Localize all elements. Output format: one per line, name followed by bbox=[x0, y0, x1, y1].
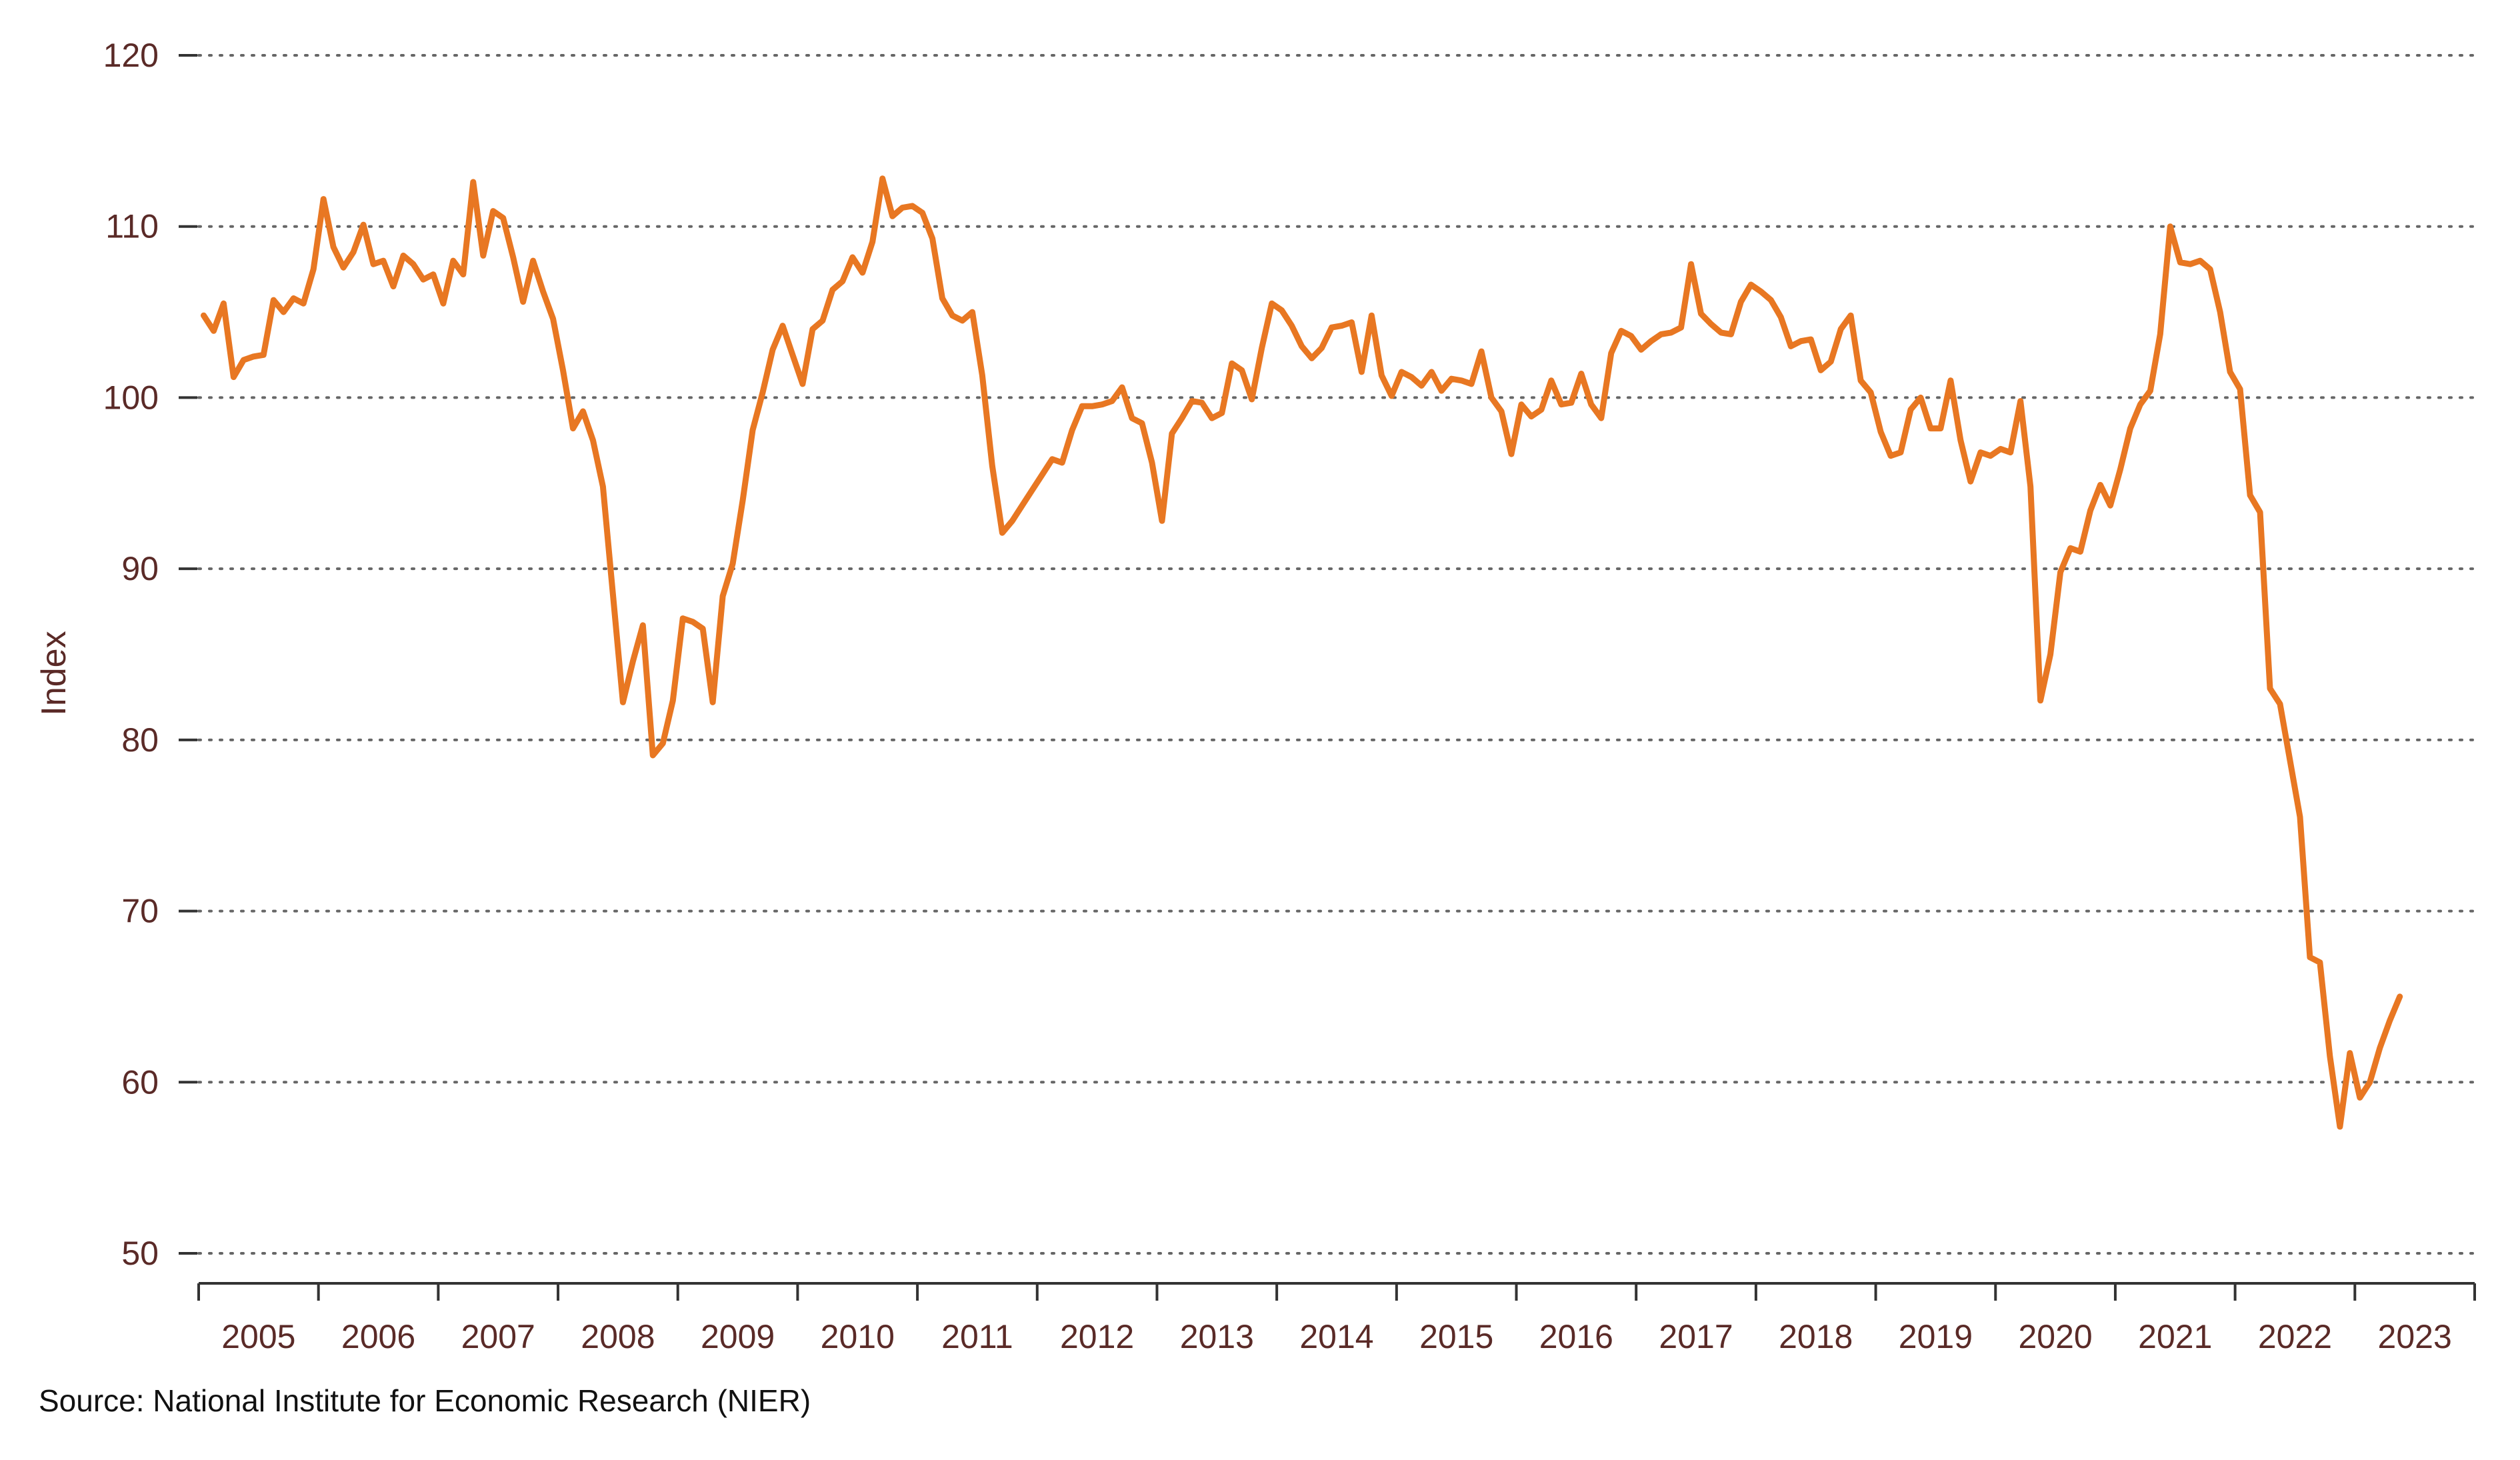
series-line bbox=[201, 175, 2403, 1130]
x-tick-label: 2007 bbox=[461, 1318, 535, 1355]
x-tick-label: 2017 bbox=[1659, 1318, 1733, 1355]
x-tick-label: 2019 bbox=[1899, 1318, 1973, 1355]
y-gridlines bbox=[197, 54, 2476, 1255]
x-tick-label: 2014 bbox=[1299, 1318, 1373, 1355]
y-tick-label: 50 bbox=[121, 1235, 159, 1272]
source-note: Source: National Institute for Economic … bbox=[39, 1383, 811, 1418]
x-tick-label: 2013 bbox=[1180, 1318, 1254, 1355]
y-axis-title: Index bbox=[35, 631, 73, 715]
y-tick-label: 90 bbox=[121, 550, 159, 587]
y-tick-label: 100 bbox=[103, 379, 159, 416]
x-tick-label: 2010 bbox=[821, 1318, 895, 1355]
x-tick-label: 2008 bbox=[581, 1318, 655, 1355]
x-tick-label: 2006 bbox=[341, 1318, 415, 1355]
x-tick-label: 2018 bbox=[1779, 1318, 1853, 1355]
x-tick-label: 2021 bbox=[2138, 1318, 2212, 1355]
x-tick-label: 2015 bbox=[1419, 1318, 1493, 1355]
y-tick-label: 110 bbox=[105, 208, 159, 245]
x-tick-label: 2011 bbox=[941, 1318, 1013, 1355]
x-tick-label: 2022 bbox=[2258, 1318, 2332, 1355]
x-tick-label: 2016 bbox=[1539, 1318, 1613, 1355]
y-tick-label: 120 bbox=[103, 37, 159, 74]
y-tick-label: 70 bbox=[121, 893, 159, 930]
x-tick-label: 2005 bbox=[221, 1318, 295, 1355]
x-tick-label: 2020 bbox=[2018, 1318, 2092, 1355]
y-tick-label: 80 bbox=[121, 721, 159, 759]
x-tick-label: 2023 bbox=[2378, 1318, 2452, 1355]
series-group bbox=[201, 175, 2403, 1130]
x-axis: 2005 2006 2007 2008 2009 2010 2011 2012 2013 2014… bbox=[197, 1282, 2476, 1355]
y-tick-label: 60 bbox=[121, 1063, 159, 1101]
x-tick-label: 2009 bbox=[701, 1318, 775, 1355]
y-axis-ticks: 50 60 70 80 90 100 110 120 bbox=[103, 37, 197, 1272]
x-tick-label: 2012 bbox=[1060, 1318, 1134, 1355]
